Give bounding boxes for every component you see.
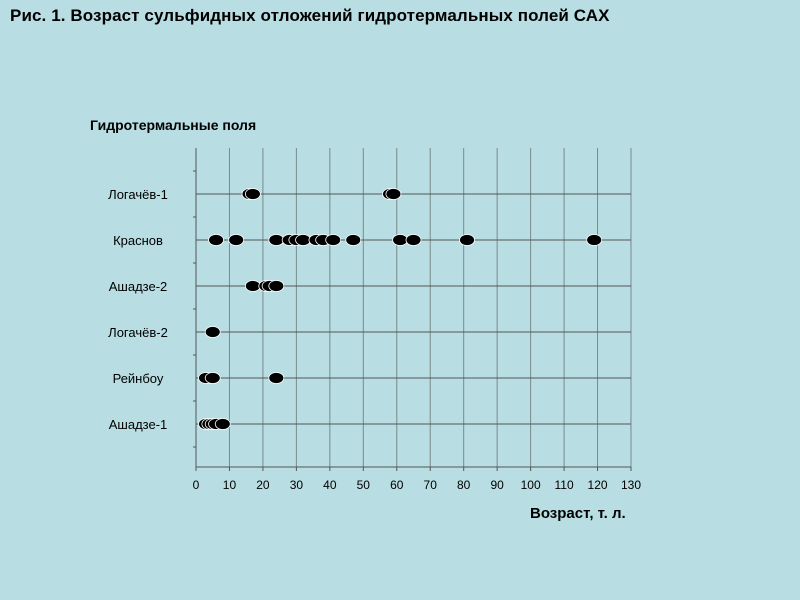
data-point	[228, 234, 245, 246]
data-point	[204, 326, 221, 338]
x-tick-label: 50	[357, 478, 371, 492]
category-label: Краснов	[113, 233, 163, 248]
data-point	[204, 372, 221, 384]
x-tick-label: 10	[223, 478, 237, 492]
data-point	[244, 188, 261, 200]
data-point	[208, 234, 224, 246]
data-point	[295, 234, 311, 246]
x-tick-label: 100	[521, 478, 541, 492]
x-axis-label: Возраст, т. л.	[530, 505, 626, 522]
data-point	[325, 234, 342, 246]
x-tick-label: 130	[621, 478, 641, 492]
x-tick-label: 0	[193, 478, 200, 492]
y-axis-label: Гидротермальные поля	[90, 117, 257, 133]
data-point	[405, 234, 422, 246]
page-title: Рис. 1. Возраст сульфидных отложений гид…	[10, 6, 610, 25]
x-tick-label: 40	[323, 478, 337, 492]
category-label: Рейнбоу	[113, 371, 164, 386]
data-point	[268, 234, 285, 246]
x-tick-label: 80	[457, 478, 471, 492]
category-label: Логачёв-1	[108, 187, 168, 202]
x-tick-label: 110	[555, 478, 574, 492]
category-label: Логачёв-2	[108, 325, 168, 340]
data-point	[244, 280, 261, 292]
x-tick-label: 20	[256, 478, 270, 492]
data-point	[268, 372, 285, 384]
x-tick-label: 30	[290, 478, 304, 492]
data-point	[268, 280, 285, 292]
data-point	[586, 234, 603, 246]
data-point	[345, 234, 362, 246]
category-label: Ашадзе-2	[109, 279, 168, 294]
x-tick-label: 70	[424, 478, 438, 492]
x-tick-label: 90	[490, 478, 504, 492]
data-point	[459, 234, 475, 246]
data-point	[385, 188, 402, 200]
x-tick-label: 120	[588, 478, 608, 492]
data-point	[392, 234, 409, 246]
category-label: Ашадзе-1	[109, 417, 168, 432]
x-tick-label: 60	[390, 478, 404, 492]
data-point	[214, 418, 231, 430]
